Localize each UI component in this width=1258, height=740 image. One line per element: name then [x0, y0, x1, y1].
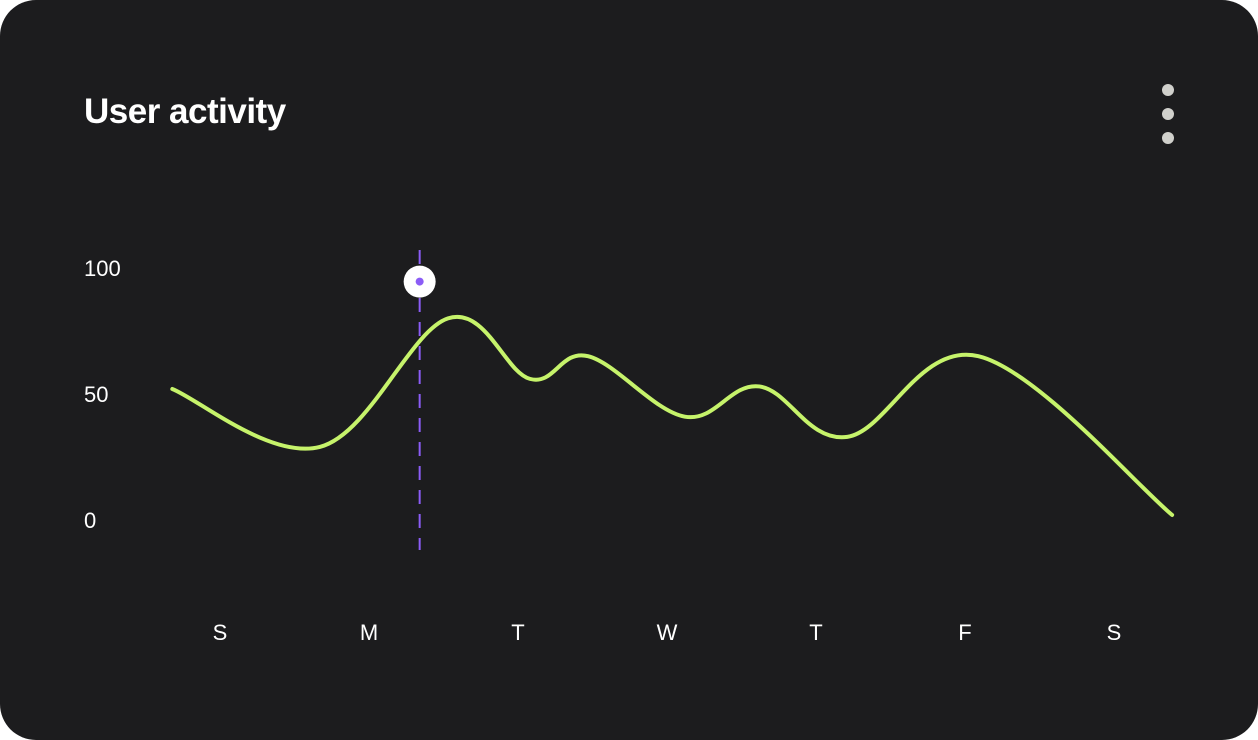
- card-title: User activity: [84, 92, 286, 131]
- more-vertical-icon[interactable]: [1154, 80, 1182, 150]
- x-tick-label: F: [958, 620, 971, 645]
- y-tick-label: 0: [84, 508, 96, 533]
- x-tick-label: W: [657, 620, 678, 645]
- activity-line: [170, 314, 1175, 517]
- x-tick-label: M: [360, 620, 378, 645]
- y-tick-label: 50: [84, 382, 108, 407]
- x-tick-label: S: [1107, 620, 1122, 645]
- highlight-marker-dot: [415, 277, 424, 286]
- x-tick-label: S: [213, 620, 228, 645]
- y-tick-label: 100: [84, 256, 121, 281]
- x-tick-label: T: [511, 620, 524, 645]
- x-tick-label: T: [809, 620, 822, 645]
